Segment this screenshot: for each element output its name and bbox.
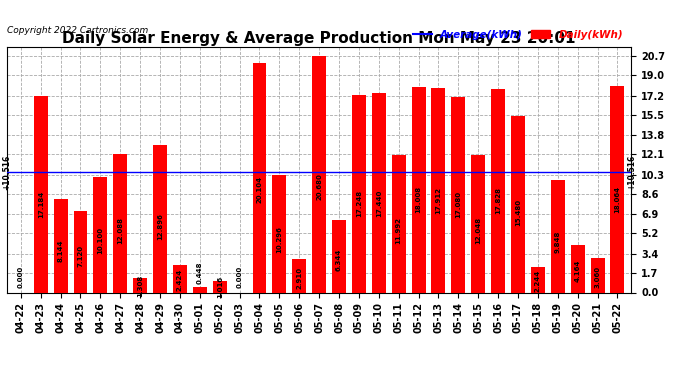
Text: 9.848: 9.848 <box>555 231 561 253</box>
Text: 3.060: 3.060 <box>595 266 600 288</box>
Bar <box>591 258 604 292</box>
Title: Daily Solar Energy & Average Production Mon May 23 20:01: Daily Solar Energy & Average Production … <box>62 31 576 46</box>
Bar <box>431 88 446 292</box>
Text: 2.424: 2.424 <box>177 269 183 291</box>
Text: 10.296: 10.296 <box>277 226 282 253</box>
Bar <box>571 245 584 292</box>
Text: 12.896: 12.896 <box>157 213 163 240</box>
Text: 11.992: 11.992 <box>395 217 402 244</box>
Text: +10.516: +10.516 <box>2 155 12 190</box>
Text: 0.000: 0.000 <box>237 266 243 288</box>
Bar <box>54 200 68 292</box>
Bar <box>173 265 187 292</box>
Bar <box>133 278 147 292</box>
Text: 15.480: 15.480 <box>515 200 521 226</box>
Text: 18.064: 18.064 <box>614 186 620 213</box>
Bar <box>392 156 406 292</box>
Bar <box>611 86 624 292</box>
Text: 0.448: 0.448 <box>197 261 203 284</box>
Bar <box>34 96 48 292</box>
Text: 17.828: 17.828 <box>495 188 501 214</box>
Text: 20.104: 20.104 <box>257 176 262 203</box>
Text: 10.100: 10.100 <box>97 227 104 254</box>
Text: 1.308: 1.308 <box>137 274 143 297</box>
Bar <box>253 63 266 292</box>
Legend: Average(kWh), Daily(kWh): Average(kWh), Daily(kWh) <box>413 30 623 40</box>
Bar <box>113 154 127 292</box>
Text: 1.016: 1.016 <box>217 276 223 298</box>
Text: 17.912: 17.912 <box>435 187 442 214</box>
Bar <box>491 89 505 292</box>
Text: 2.244: 2.244 <box>535 270 541 292</box>
Bar <box>471 155 485 292</box>
Text: 8.144: 8.144 <box>57 239 63 262</box>
Bar <box>312 56 326 292</box>
Text: 20.680: 20.680 <box>316 173 322 200</box>
Bar <box>213 281 226 292</box>
Bar <box>93 177 108 292</box>
Text: +10.516: +10.516 <box>627 155 636 190</box>
Bar <box>412 87 426 292</box>
Bar <box>531 267 545 292</box>
Bar <box>74 211 88 292</box>
Bar <box>451 98 465 292</box>
Text: 17.440: 17.440 <box>376 189 382 216</box>
Bar <box>193 287 207 292</box>
Text: 18.008: 18.008 <box>415 186 422 213</box>
Text: 12.048: 12.048 <box>475 217 481 244</box>
Text: Copyright 2022 Cartronics.com: Copyright 2022 Cartronics.com <box>7 26 148 35</box>
Text: 7.120: 7.120 <box>77 245 83 267</box>
Bar <box>293 259 306 292</box>
Text: 2.910: 2.910 <box>296 267 302 289</box>
Text: 17.248: 17.248 <box>356 190 362 217</box>
Text: 6.344: 6.344 <box>336 249 342 271</box>
Text: 12.088: 12.088 <box>117 217 124 244</box>
Bar <box>273 175 286 292</box>
Bar <box>332 220 346 292</box>
Bar <box>511 116 525 292</box>
Bar <box>352 96 366 292</box>
Bar <box>551 180 564 292</box>
Text: 4.164: 4.164 <box>575 260 581 282</box>
Bar <box>372 93 386 292</box>
Bar <box>153 145 167 292</box>
Text: 17.184: 17.184 <box>38 190 43 218</box>
Text: 17.080: 17.080 <box>455 191 462 218</box>
Text: 0.000: 0.000 <box>18 266 24 288</box>
